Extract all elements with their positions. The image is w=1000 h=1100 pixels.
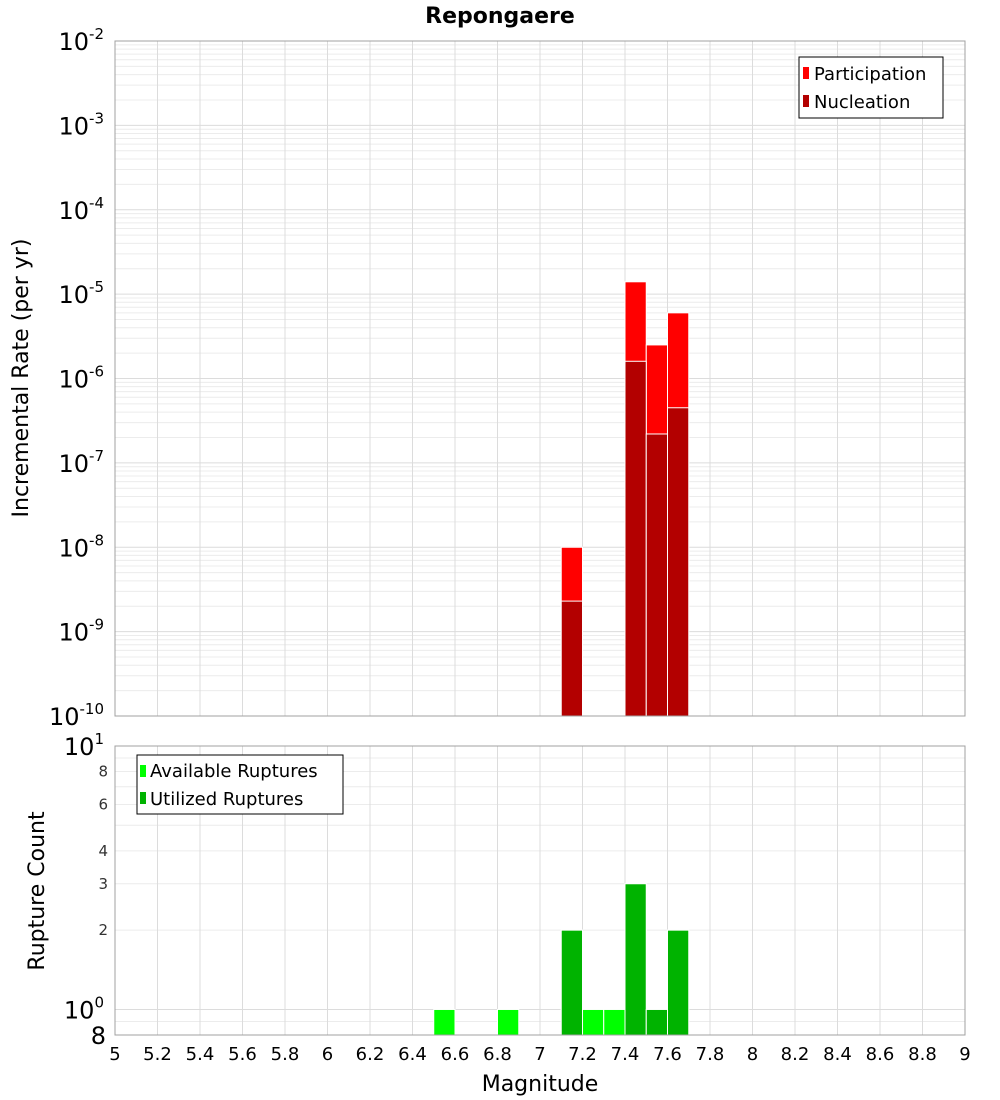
x-tick-label: 6.2 <box>356 1044 385 1065</box>
legend-swatch-utilized <box>140 792 146 804</box>
x-tick-label: 5.4 <box>186 1044 215 1065</box>
top-y-axis-ticks: 10-10 10-9 10-8 10-7 10-6 10-5 10-4 10-3 10-2 <box>49 25 104 731</box>
bottom-utilized-ruptures-bar <box>560 929 583 1036</box>
x-tick-label: 6.4 <box>398 1044 427 1065</box>
top-nucleation-bar <box>645 433 668 717</box>
bottom-available-ruptures-bar <box>497 1008 520 1036</box>
x-tick-label: 7.6 <box>653 1044 682 1065</box>
top-y-tick-label: 10-8 <box>58 531 104 562</box>
legend-label-utilized: Utilized Ruptures <box>150 789 303 810</box>
x-tick-label: 8.8 <box>908 1044 937 1065</box>
legend-label-nucleation: Nucleation <box>814 92 910 113</box>
top-plot-frame <box>114 40 966 717</box>
x-tick-label: 8.2 <box>781 1044 810 1065</box>
bottom-y-axis-label: Rupture Count <box>25 811 50 971</box>
legend-label-participation: Participation <box>814 64 926 85</box>
bottom-plot-bars <box>433 883 690 1036</box>
x-tick-label: 5.6 <box>228 1044 257 1065</box>
bottom-available-ruptures-bar <box>433 1008 456 1036</box>
bottom-y-tick-label-minor: 6 <box>98 795 108 813</box>
bottom-y-tick-label-minor: 2 <box>98 921 108 939</box>
top-y-tick-label: 10-3 <box>58 109 104 140</box>
top-y-tick-label: 10-2 <box>58 25 104 56</box>
x-tick-label: 7.4 <box>611 1044 640 1065</box>
bottom-y-tick-label-minor: 8 <box>98 763 108 781</box>
bottom-available-ruptures-bar <box>603 1008 626 1036</box>
top-y-tick-label: 10-6 <box>58 363 104 394</box>
bottom-legend: Available Ruptures Utilized Ruptures <box>136 754 344 815</box>
top-legend: Participation Nucleation <box>798 56 944 119</box>
x-tick-label: 7.8 <box>696 1044 725 1065</box>
legend-swatch-participation <box>803 67 809 79</box>
x-tick-label: 6.8 <box>483 1044 512 1065</box>
x-tick-label: 6.6 <box>441 1044 470 1065</box>
x-tick-label: 8 <box>747 1044 758 1065</box>
top-y-tick-label: 10-10 <box>49 700 104 731</box>
bottom-utilized-ruptures-bar <box>624 883 647 1036</box>
bottom-y-axis-ticks: 100 101 2 3 4 6 8 8 <box>64 730 108 1050</box>
x-tick-label: 7 <box>534 1044 545 1065</box>
top-nucleation-bar <box>667 407 690 717</box>
top-nucleation-bar <box>560 600 583 717</box>
x-tick-label: 7.2 <box>568 1044 597 1065</box>
bottom-plot-frame <box>114 745 966 1036</box>
x-axis-label: Magnitude <box>482 1072 599 1097</box>
top-y-tick-label: 10-9 <box>58 616 104 647</box>
x-tick-label: 8.4 <box>823 1044 852 1065</box>
legend-swatch-nucleation <box>803 95 809 107</box>
bottom-y-tick-label-major: 100 <box>64 993 104 1024</box>
top-plot-grid <box>114 40 966 717</box>
top-y-tick-label: 10-4 <box>58 194 104 225</box>
x-axis-ticks: 5 5.2 5.4 5.6 5.8 6 6.2 6.4 6.6 6.8 7 7.2 7.4 7.6 7.8 8… <box>109 1044 970 1065</box>
top-plot-bars <box>560 281 690 717</box>
bottom-y-tick-label-minor: 4 <box>98 842 108 860</box>
chart-title: Repongaere <box>425 4 575 29</box>
x-tick-label: 5 <box>109 1044 120 1065</box>
top-nucleation-bar <box>624 360 647 717</box>
top-y-axis-label: Incremental Rate (per yr) <box>9 239 34 518</box>
top-y-tick-label: 10-5 <box>58 278 104 309</box>
x-tick-label: 6 <box>322 1044 333 1065</box>
bottom-y-tick-label-major: 101 <box>64 730 104 761</box>
x-tick-label: 5.8 <box>271 1044 300 1065</box>
top-y-tick-label: 10-7 <box>58 447 104 478</box>
x-tick-label: 8.6 <box>866 1044 895 1065</box>
x-tick-label: 5.2 <box>143 1044 172 1065</box>
bottom-utilized-ruptures-bar <box>645 1008 668 1036</box>
legend-label-available: Available Ruptures <box>150 761 318 782</box>
bottom-available-ruptures-bar <box>582 1008 605 1036</box>
bottom-utilized-ruptures-bar <box>667 929 690 1036</box>
x-tick-label: 9 <box>959 1044 970 1065</box>
bottom-y-tick-label-minor: 3 <box>98 875 108 893</box>
legend-swatch-available <box>140 765 146 777</box>
bottom-y-tick-label-base: 8 <box>91 1022 106 1050</box>
